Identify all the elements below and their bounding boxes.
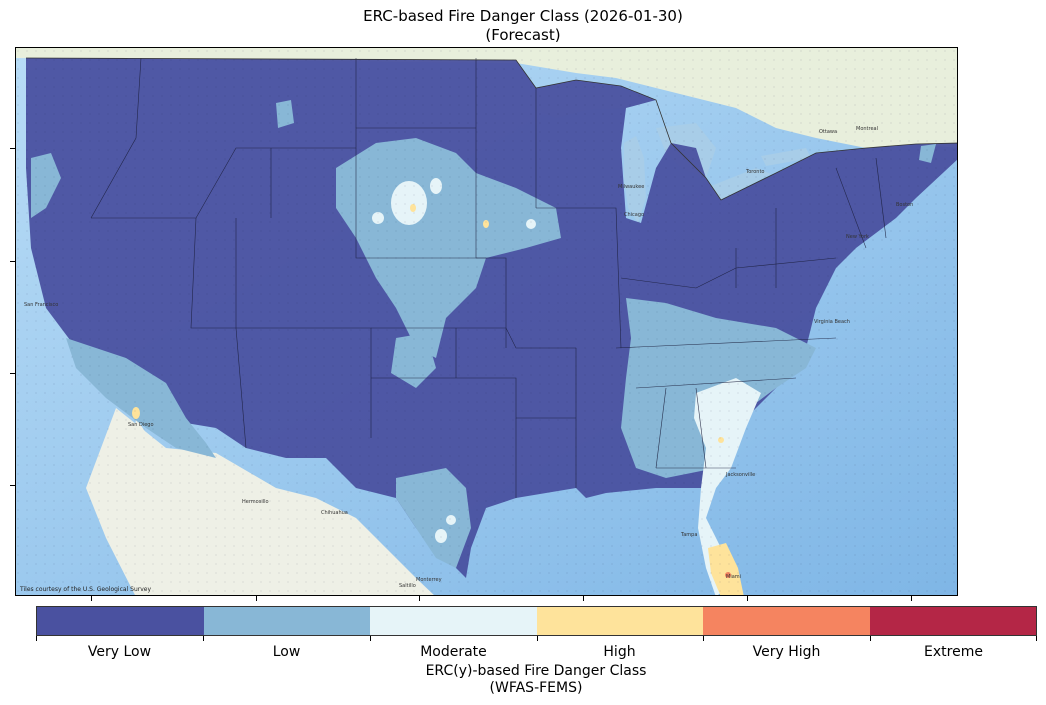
place-label: Milwaukee	[618, 184, 644, 190]
colorbar-segment	[37, 607, 204, 635]
place-label: Montreal	[856, 126, 878, 132]
colorbar-label: Extreme	[924, 644, 983, 660]
place-label: Boston	[896, 202, 913, 208]
colorbar-segment	[869, 607, 1036, 635]
map-attribution: Tiles courtesy of the U.S. Geological Su…	[20, 586, 152, 593]
colorbar-tick	[370, 636, 371, 641]
place-label: Virginia Beach	[814, 319, 850, 325]
chart-subtitle: (Forecast)	[485, 26, 561, 44]
colorbar-segment	[370, 607, 537, 635]
colorbar-title: ERC(y)-based Fire Danger Class	[425, 663, 647, 679]
colorbar-subtitle: (WFAS-FEMS)	[489, 680, 583, 696]
place-label: New York	[846, 234, 869, 240]
y-tick	[10, 373, 15, 374]
place-label: Hermosillo	[242, 499, 269, 505]
x-tick	[91, 596, 92, 601]
place-label: Toronto	[745, 169, 764, 175]
place-labels: Ottawa Montreal Toronto Milwaukee Chicag…	[24, 126, 913, 589]
place-label: San Francisco	[24, 302, 58, 308]
place-label: Jacksonville	[725, 472, 755, 478]
colorbar-label: Moderate	[420, 644, 487, 660]
place-label: Ottawa	[819, 129, 837, 135]
colorbar-label: Very High	[752, 644, 821, 660]
stipple-overlay	[16, 48, 957, 595]
colorbar-tick	[36, 636, 37, 641]
place-label: Tampa	[680, 532, 697, 538]
colorbar-label: Very Low	[87, 644, 152, 660]
state-boundaries	[90, 57, 887, 498]
place-label: Saltillo	[399, 583, 416, 589]
chart-title: ERC-based Fire Danger Class (2026-01-30)	[363, 7, 683, 25]
place-label: Miami	[726, 574, 741, 580]
fire-danger-map: Ottawa Montreal Toronto Milwaukee Chicag…	[16, 48, 957, 595]
place-label: Chihuahua	[321, 510, 348, 516]
colorbar-tick	[1036, 636, 1037, 641]
map-panel[interactable]: Ottawa Montreal Toronto Milwaukee Chicag…	[15, 47, 958, 596]
x-tick	[911, 596, 912, 601]
colorbar-tick	[203, 636, 204, 641]
colorbar-segment	[703, 607, 870, 635]
colorbar	[36, 606, 1037, 636]
x-tick	[256, 596, 257, 601]
y-tick	[10, 485, 15, 486]
colorbar-label: Low	[272, 644, 301, 660]
colorbar-tick	[537, 636, 538, 641]
place-label: San Diego	[128, 422, 154, 428]
x-tick	[747, 596, 748, 601]
colorbar-segment	[203, 607, 370, 635]
place-label: Chicago	[624, 212, 644, 218]
x-tick	[583, 596, 584, 601]
y-tick	[10, 148, 15, 149]
colorbar-segment	[536, 607, 703, 635]
colorbar-label: High	[603, 644, 636, 660]
colorbar-tick	[703, 636, 704, 641]
x-tick	[419, 596, 420, 601]
place-label: Monterrey	[416, 577, 442, 583]
y-tick	[10, 261, 15, 262]
colorbar-tick	[870, 636, 871, 641]
us-canada-border	[25, 57, 957, 201]
